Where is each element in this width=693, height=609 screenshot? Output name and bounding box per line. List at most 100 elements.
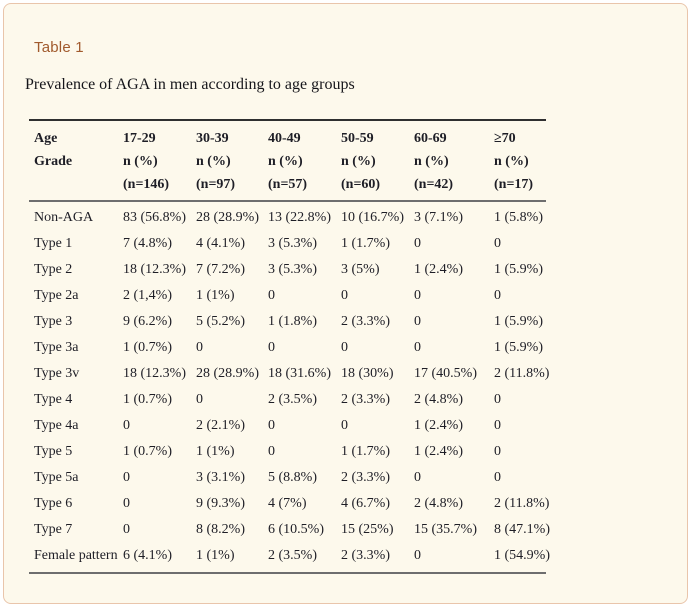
data-cell: 28 (28.9%) [196, 366, 259, 381]
data-cell: 0 [341, 418, 348, 433]
header-line: (n=60) [341, 177, 381, 192]
header-line: n (%) [341, 154, 376, 169]
data-cell: 1 (2.4%) [414, 262, 463, 277]
header-cell-age-range: 50-59 n (%) (n=60) [341, 120, 414, 201]
row-label: Type 3 [34, 314, 73, 329]
data-cell: 1 (5.8%) [494, 210, 543, 225]
data-cell: 1 (1%) [196, 548, 235, 563]
data-cell: 0 [123, 470, 130, 485]
row-label: Type 5a [34, 470, 79, 485]
data-cell: 0 [268, 418, 275, 433]
aga-prevalence-table: Age Grade 17-29 n (%) (n=146) 30-39 n (%) (n=9… [29, 119, 550, 574]
data-cell: 0 [196, 340, 203, 355]
header-line: (n=42) [414, 177, 454, 192]
data-cell: 17 (40.5%) [414, 366, 477, 381]
row-label: Type 4 [34, 392, 73, 407]
data-cell: 1 (5.9%) [494, 340, 543, 355]
data-cell: 0 [268, 288, 275, 303]
data-cell: 4 (7%) [268, 496, 307, 511]
header-line: (n=17) [494, 177, 534, 192]
data-cell: 1 (5.9%) [494, 314, 543, 329]
data-cell: 0 [494, 288, 501, 303]
data-cell: 0 [341, 288, 348, 303]
header-line: 40-49 [268, 131, 301, 146]
data-cell: 2 (3.3%) [341, 314, 390, 329]
data-cell: 83 (56.8%) [123, 210, 186, 225]
data-cell: 1 (54.9%) [494, 548, 550, 563]
data-cell: 3 (5.3%) [268, 262, 317, 277]
header-line: Age [34, 131, 58, 146]
table-row-type-3v: Type 3v 18 (12.3%) 28 (28.9%) 18 (31.6%) 18 … [29, 361, 549, 387]
data-cell: 2 (4.8%) [414, 496, 463, 511]
row-label: Type 5 [34, 444, 73, 459]
data-cell: 0 [123, 496, 130, 511]
data-cell: 2 (3.5%) [268, 548, 317, 563]
data-cell: 9 (6.2%) [123, 314, 172, 329]
row-label: Type 2 [34, 262, 73, 277]
header-line: 60-69 [414, 131, 447, 146]
header-cell-age-range: 40-49 n (%) (n=57) [268, 120, 341, 201]
header-line: n (%) [494, 154, 529, 169]
header-cell-age-range: 17-29 n (%) (n=146) [123, 120, 196, 201]
data-cell: 7 (7.2%) [196, 262, 245, 277]
data-cell: 5 (5.2%) [196, 314, 245, 329]
data-cell: 28 (28.9%) [196, 210, 259, 225]
row-label: Female pattern [34, 548, 118, 563]
data-cell: 3 (7.1%) [414, 210, 463, 225]
header-line: (n=97) [196, 177, 236, 192]
data-cell: 2 (3.3%) [341, 392, 390, 407]
table-row-type-3a: Type 3a 1 (0.7%) 0 0 0 0 1 (5.9%) [29, 335, 546, 361]
table-row-non-aga: Non-AGA 83 (56.8%) 28 (28.9%) 13 (22.8%) 10 … [29, 201, 546, 231]
header-line: 30-39 [196, 131, 229, 146]
data-cell: 1 (2.4%) [414, 444, 463, 459]
data-cell: 18 (12.3%) [123, 366, 186, 381]
table-caption: Prevalence of AGA in men according to ag… [25, 76, 355, 93]
data-cell: 0 [123, 418, 130, 433]
table-row-type-3: Type 3 9 (6.2%) 5 (5.2%) 1 (1.8%) 2 (3.3%) 0 1… [29, 309, 546, 335]
table-row-type-5a: Type 5a 0 3 (3.1%) 5 (8.8%) 2 (3.3%) 0 0 [29, 465, 546, 491]
data-cell: 0 [494, 392, 501, 407]
data-cell: 0 [414, 548, 421, 563]
row-label: Type 3v [34, 366, 80, 381]
data-cell: 7 (4.8%) [123, 236, 172, 251]
row-label: Type 6 [34, 496, 73, 511]
table-body: Non-AGA 83 (56.8%) 28 (28.9%) 13 (22.8%) 10 … [29, 201, 550, 573]
data-cell: 1 (1.8%) [268, 314, 317, 329]
data-cell: 0 [494, 444, 501, 459]
data-cell: 5 (8.8%) [268, 470, 317, 485]
data-cell: 8 (47.1%) [494, 522, 550, 537]
data-cell: 1 (0.7%) [123, 392, 172, 407]
table-row-type-4a: Type 4a 0 2 (2.1%) 0 0 1 (2.4%) 0 [29, 413, 546, 439]
data-cell: 2 (2.1%) [196, 418, 245, 433]
data-cell: 0 [196, 392, 203, 407]
header-line: ≥70 [494, 131, 516, 146]
header-line: n (%) [196, 154, 231, 169]
table-row-type-4: Type 4 1 (0.7%) 0 2 (3.5%) 2 (3.3%) 2 (4.8%) 0 [29, 387, 546, 413]
data-cell: 1 (2.4%) [414, 418, 463, 433]
data-cell: 0 [414, 288, 421, 303]
data-cell: 8 (8.2%) [196, 522, 245, 537]
header-line [34, 173, 123, 196]
table-card: Table 1 Prevalence of AGA in men accordi… [3, 3, 688, 604]
row-label: Type 1 [34, 236, 73, 251]
table-number-link[interactable]: Table 1 [34, 39, 84, 56]
header-cell-age-range: 60-69 n (%) (n=42) [414, 120, 494, 201]
data-cell: 4 (6.7%) [341, 496, 390, 511]
data-cell: 2 (3.5%) [268, 392, 317, 407]
table-row-type-2: Type 2 18 (12.3%) 7 (7.2%) 3 (5.3%) 3 (5%) 1 … [29, 257, 546, 283]
header-line: (n=57) [268, 177, 308, 192]
data-cell: 10 (16.7%) [341, 210, 404, 225]
data-cell: 0 [494, 470, 501, 485]
data-cell: 3 (5.3%) [268, 236, 317, 251]
data-cell: 4 (4.1%) [196, 236, 245, 251]
data-cell: 15 (35.7%) [414, 522, 477, 537]
data-cell: 1 (0.7%) [123, 444, 172, 459]
row-label: Type 7 [34, 522, 73, 537]
data-cell: 2 (3.3%) [341, 470, 390, 485]
data-cell: 2 (1,4%) [123, 288, 172, 303]
table-row-type-2a: Type 2a 2 (1,4%) 1 (1%) 0 0 0 0 [29, 283, 546, 309]
data-cell: 0 [494, 418, 501, 433]
data-cell: 0 [268, 340, 275, 355]
table-row-female-pattern: Female pattern 6 (4.1%) 1 (1%) 2 (3.5%) 2 (3… [29, 543, 550, 573]
data-cell: 18 (31.6%) [268, 366, 331, 381]
